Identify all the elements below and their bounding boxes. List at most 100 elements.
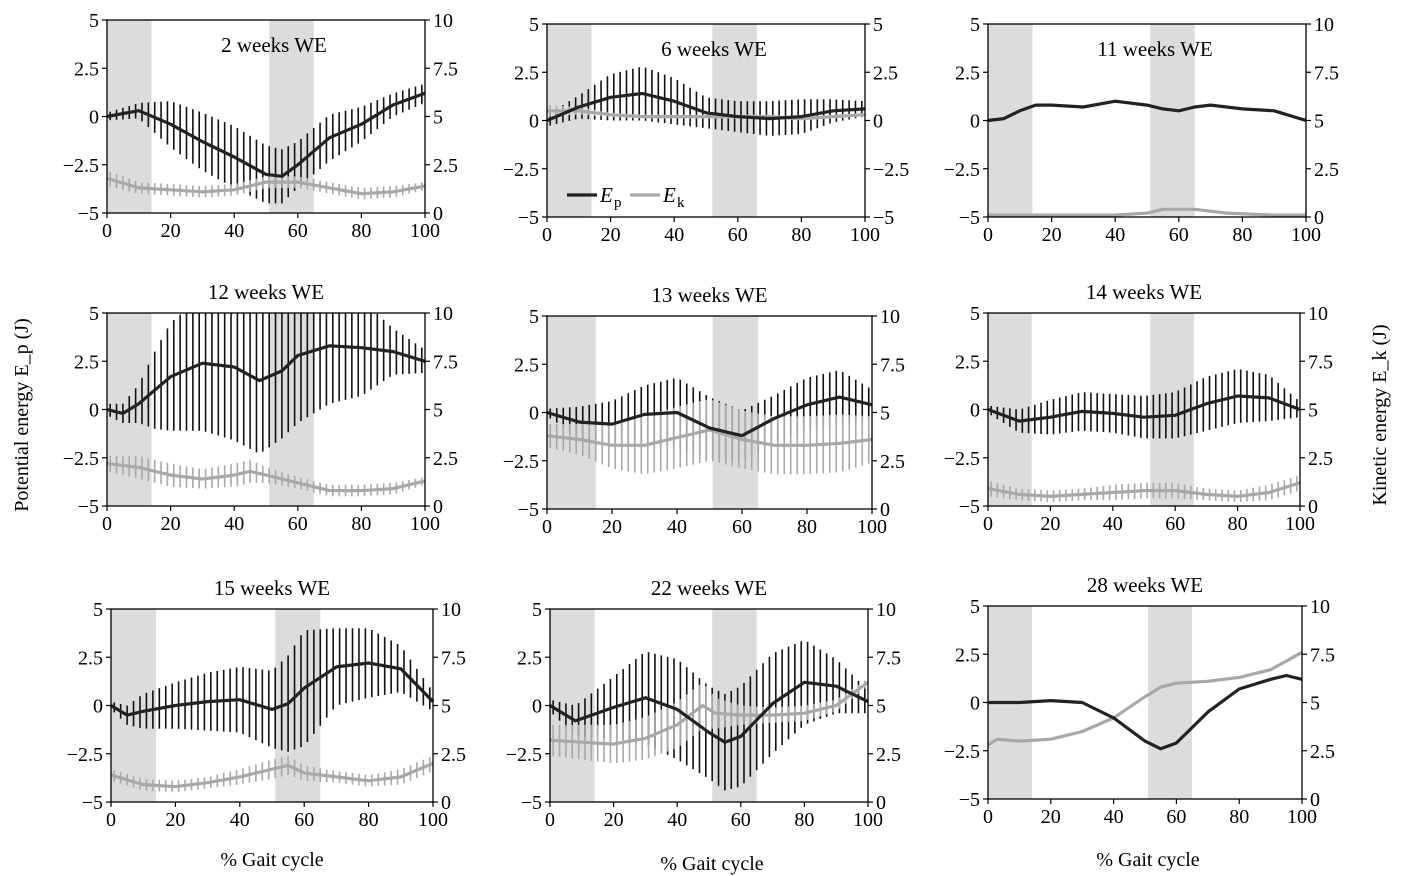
left-tick-label: 0 [89, 107, 99, 129]
x-tick-label: 80 [794, 809, 814, 831]
x-tick-label: 100 [1285, 513, 1315, 535]
left-tick-label: −5 [78, 203, 99, 225]
panel-6: 5 2.5 0 −2.5 −5 10 7.5 5 2.5 0 0 20 40 60 80 100 14 week… [944, 280, 1333, 535]
right-tick-label: 10 [1310, 596, 1330, 618]
left-tick-label: −2.5 [63, 448, 99, 470]
ep-line [110, 661, 435, 717]
right-tick-label: 2.5 [873, 62, 898, 84]
panel-4: 5 2.5 0 −2.5 −5 10 7.5 5 2.5 0 0 20 40 60 80 100 12 week… [63, 280, 458, 535]
ek-error-bars [552, 680, 866, 764]
left-tick-label: 2.5 [955, 351, 980, 373]
x-tick-label: 80 [1228, 513, 1248, 535]
legend-ek-subscript: k [677, 195, 685, 211]
panel-title: 15 weeks WE [214, 576, 330, 600]
x-tick-label: 40 [230, 809, 250, 831]
panel-title: 6 weeks WE [661, 37, 767, 61]
x-tick-label: 20 [1040, 513, 1060, 535]
left-tick-label: −2.5 [503, 159, 539, 181]
ek-line [106, 461, 426, 493]
left-tick-label: −2.5 [503, 451, 539, 473]
left-tick-label: 5 [529, 306, 539, 328]
right-tick-label: −2.5 [873, 159, 909, 181]
x-tick-label: 60 [728, 224, 748, 246]
right-tick-label: 10 [1314, 14, 1334, 36]
right-tick-label: 7.5 [441, 647, 466, 669]
x-tick-label: 20 [604, 809, 624, 831]
right-tick-label: 2.5 [880, 451, 905, 473]
x-tick-label: 100 [1291, 224, 1321, 246]
left-tick-label: 0 [529, 111, 539, 133]
panel-7: 5 2.5 0 −2.5 −5 10 7.5 5 2.5 0 0 20 40 60 80 100 15 week… [67, 576, 466, 831]
panel-title: 2 weeks WE [221, 33, 327, 57]
right-tick-label: 5 [1310, 693, 1320, 715]
right-tick-label: 7.5 [1310, 644, 1335, 666]
left-tick-label: −2.5 [67, 744, 103, 766]
legend-ek-label: E [662, 183, 676, 207]
x-axis-label-col1: % Gait cycle [220, 849, 323, 871]
ep-error-bars [109, 313, 423, 453]
ep-error-bars [113, 628, 431, 752]
right-tick-label: 2.5 [1310, 741, 1335, 763]
left-tick-label: −5 [959, 207, 980, 229]
panel-3: 5 2.5 0 −2.5 −5 10 7.5 5 2.5 0 0 20 40 60 80 100 11 week… [944, 14, 1339, 246]
ep-line [987, 99, 1307, 123]
left-tick-label: 0 [970, 400, 980, 422]
stance-shading-2 [269, 313, 314, 506]
stance-shading-2 [712, 609, 757, 802]
right-tick-label: 2.5 [433, 448, 458, 470]
x-tick-label: 80 [797, 516, 817, 538]
x-tick-label: 60 [732, 516, 752, 538]
right-y-axis-label: Kinetic energy E_k (J) [1369, 324, 1391, 505]
x-tick-label: 0 [102, 220, 112, 242]
right-tick-label: 0 [1308, 496, 1318, 518]
panel-title: 11 weeks WE [1097, 37, 1212, 61]
ek-line [106, 176, 426, 196]
right-tick-label: 2.5 [1314, 159, 1339, 181]
panel-title: 12 weeks WE [208, 280, 324, 304]
x-axis-label-col3: % Gait cycle [1096, 849, 1199, 871]
x-tick-label: 0 [106, 809, 116, 831]
legend-ep-subscript: p [614, 195, 622, 211]
x-tick-label: 80 [359, 809, 379, 831]
right-tick-label: 5 [433, 400, 443, 422]
right-tick-label: 0 [433, 496, 443, 518]
left-tick-label: −5 [518, 207, 539, 229]
left-tick-label: 2.5 [78, 647, 103, 669]
x-tick-label: 20 [161, 220, 181, 242]
panel-title: 13 weeks WE [651, 283, 767, 307]
panel-8: 5 2.5 0 −2.5 −5 10 7.5 5 2.5 0 0 20 40 60 80 100 22 week… [506, 576, 901, 831]
ep-error-bars [109, 84, 423, 204]
left-tick-label: 5 [89, 10, 99, 32]
ep-line [546, 395, 873, 438]
right-tick-label: 5 [880, 403, 890, 425]
x-tick-label: 0 [983, 513, 993, 535]
left-tick-label: 5 [970, 596, 980, 618]
ek-line [987, 650, 1303, 747]
ep-line [546, 91, 866, 122]
left-tick-label: 2.5 [514, 354, 539, 376]
left-tick-label: −5 [82, 792, 103, 814]
right-tick-label: 7.5 [433, 58, 458, 80]
right-tick-label: 5 [1314, 111, 1324, 133]
left-tick-label: −5 [518, 499, 539, 521]
right-tick-label: 0 [880, 499, 890, 521]
right-tick-label: 5 [873, 14, 883, 36]
ek-line [547, 109, 866, 121]
x-tick-label: 40 [1103, 513, 1123, 535]
ep-line [549, 680, 869, 744]
left-tick-label: 0 [529, 403, 539, 425]
x-tick-label: 100 [1287, 806, 1317, 828]
right-tick-label: 0 [876, 792, 886, 814]
stance-shading-1 [547, 316, 596, 509]
left-tick-label: 0 [532, 696, 542, 718]
right-tick-label: 0 [1314, 207, 1324, 229]
right-tick-label: 2.5 [1308, 448, 1333, 470]
x-tick-label: 100 [418, 809, 448, 831]
left-tick-label: −5 [521, 792, 542, 814]
ep-error-bars [990, 369, 1298, 439]
x-tick-label: 40 [1104, 806, 1124, 828]
right-tick-label: 7.5 [1314, 62, 1339, 84]
ek-error-bars [549, 399, 870, 475]
